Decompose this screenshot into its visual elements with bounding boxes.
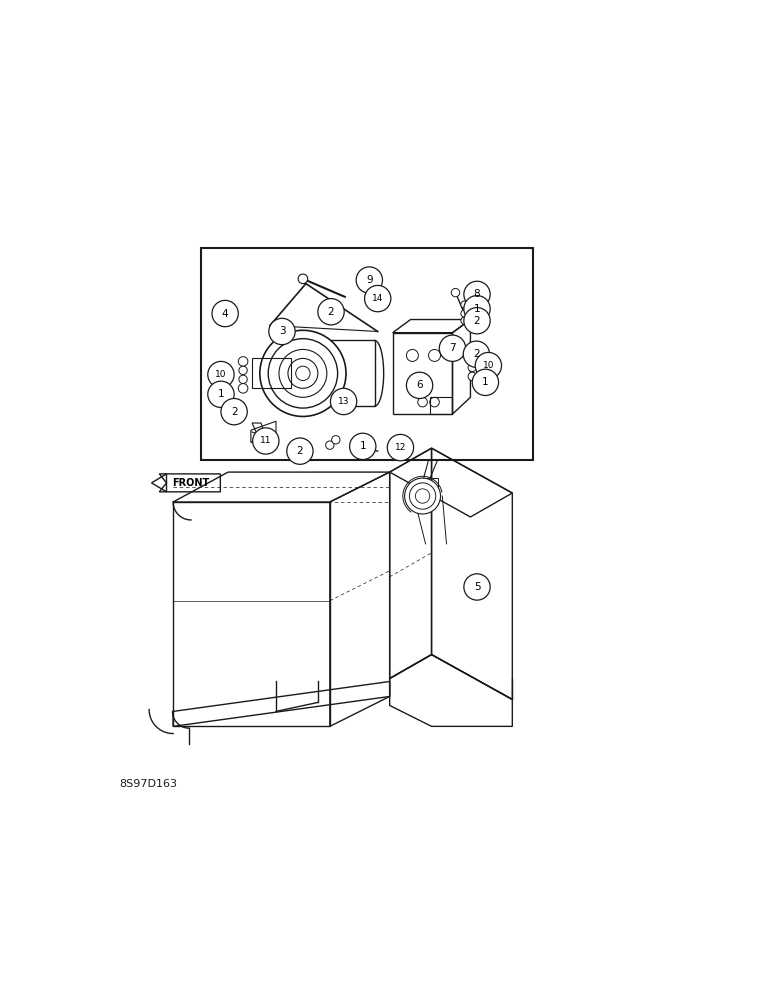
Circle shape (208, 381, 234, 407)
Text: 5: 5 (474, 582, 480, 592)
Circle shape (269, 318, 295, 345)
Circle shape (252, 428, 279, 454)
Text: 1: 1 (360, 441, 366, 451)
Circle shape (208, 361, 234, 388)
Circle shape (356, 267, 382, 293)
Circle shape (326, 441, 334, 449)
Circle shape (334, 394, 344, 403)
Circle shape (468, 354, 476, 363)
Text: 2: 2 (474, 316, 480, 326)
Circle shape (356, 441, 364, 449)
Text: 2: 2 (473, 349, 479, 359)
Circle shape (428, 349, 441, 361)
Circle shape (260, 330, 346, 416)
Circle shape (350, 433, 376, 460)
Bar (201, 248, 533, 460)
Text: 2: 2 (231, 407, 238, 417)
Circle shape (464, 296, 490, 322)
Circle shape (461, 301, 468, 308)
Circle shape (370, 297, 380, 306)
Circle shape (415, 489, 430, 503)
Text: 6: 6 (416, 380, 423, 390)
Text: 9: 9 (366, 275, 373, 285)
Text: 14: 14 (372, 294, 384, 303)
Text: 10: 10 (215, 370, 227, 379)
Text: 8S97D163: 8S97D163 (119, 779, 178, 789)
Circle shape (330, 388, 357, 415)
Circle shape (463, 341, 489, 367)
Circle shape (239, 375, 247, 384)
Circle shape (239, 357, 248, 366)
Circle shape (417, 376, 428, 388)
Text: 2: 2 (328, 307, 334, 317)
Circle shape (296, 366, 310, 381)
Text: FRONT: FRONT (172, 478, 210, 488)
Circle shape (406, 372, 433, 399)
Text: 2: 2 (296, 446, 303, 456)
Text: 12: 12 (394, 443, 406, 452)
Circle shape (298, 274, 308, 284)
Circle shape (221, 399, 247, 425)
Circle shape (430, 397, 439, 407)
Text: 3: 3 (279, 326, 286, 336)
Circle shape (212, 300, 239, 327)
Circle shape (288, 358, 318, 388)
Text: 4: 4 (222, 309, 229, 319)
Circle shape (405, 478, 441, 514)
Circle shape (418, 397, 428, 407)
Circle shape (476, 352, 502, 379)
Text: 1: 1 (218, 389, 224, 399)
Circle shape (461, 317, 468, 324)
Text: 1: 1 (474, 304, 480, 314)
Text: 1: 1 (482, 377, 489, 387)
Circle shape (268, 339, 337, 408)
Circle shape (364, 285, 391, 312)
Circle shape (318, 299, 344, 325)
Circle shape (279, 349, 327, 397)
Circle shape (239, 384, 248, 393)
Circle shape (464, 574, 490, 600)
Circle shape (409, 483, 435, 509)
Text: 10: 10 (482, 361, 494, 370)
Circle shape (472, 369, 499, 396)
Circle shape (388, 434, 414, 461)
Circle shape (332, 436, 340, 444)
Circle shape (468, 363, 476, 372)
Circle shape (239, 366, 247, 375)
Circle shape (406, 349, 418, 361)
Circle shape (439, 335, 466, 361)
Circle shape (464, 281, 490, 308)
Text: 7: 7 (449, 343, 455, 353)
Circle shape (464, 308, 490, 334)
Circle shape (461, 310, 468, 317)
Text: 8: 8 (474, 289, 480, 299)
Text: 11: 11 (260, 436, 272, 445)
Circle shape (452, 288, 459, 297)
Text: 13: 13 (338, 397, 350, 406)
Circle shape (286, 438, 313, 464)
Circle shape (468, 372, 476, 381)
